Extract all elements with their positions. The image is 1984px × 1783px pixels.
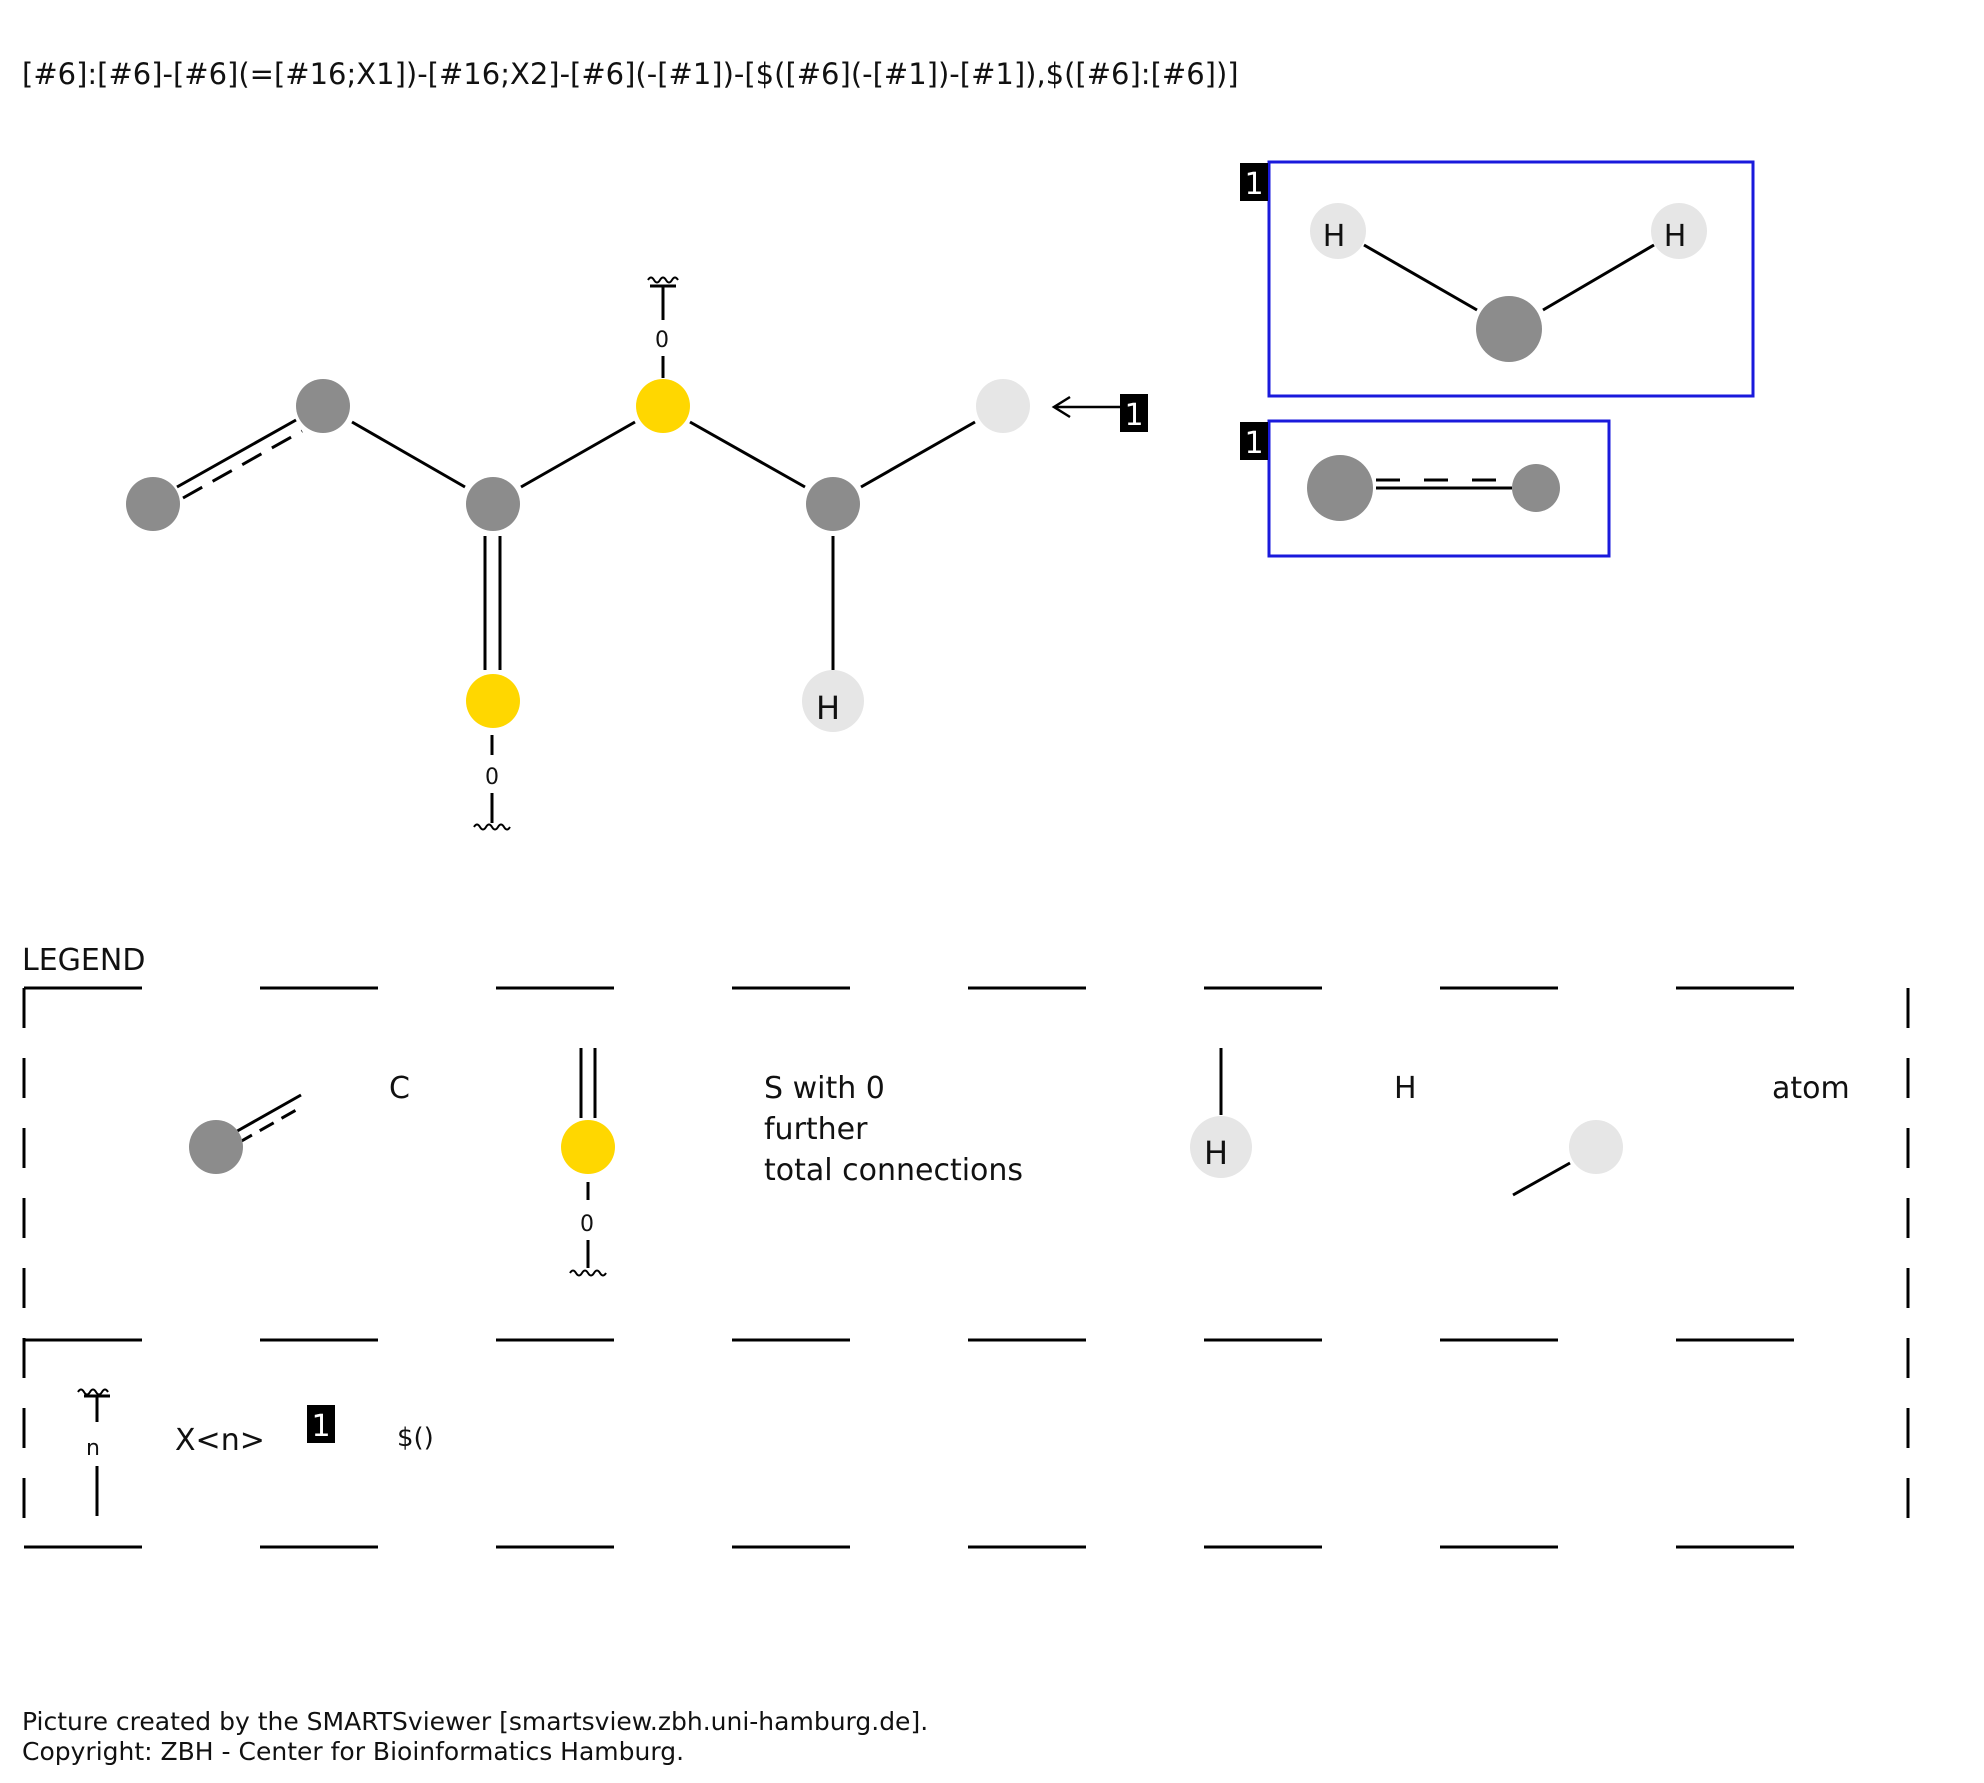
aromatic-carbon-atom <box>296 379 350 433</box>
legend-aromatic-carbon-label: C <box>389 1071 410 1106</box>
aromatic-carbon-atom <box>126 477 180 531</box>
aromatic-carbon-atom <box>189 1120 243 1174</box>
single-bond <box>860 420 976 489</box>
recursive-marker-box <box>1120 394 1148 432</box>
recursive-box-frame <box>1267 419 1611 558</box>
legend-hydrogen-label: H <box>1394 1071 1417 1106</box>
legend-title: LEGEND <box>22 943 145 978</box>
smarts-string: [#6]:[#6]-[#6](=[#16;X1])-[#16;X2]-[#6](… <box>22 57 1239 91</box>
legend-sulfur-label-line: S with 0 <box>764 1071 885 1106</box>
legend-frame <box>22 986 1910 1549</box>
hydrogen-atom-label: H <box>1323 219 1346 254</box>
single-bond <box>689 420 806 489</box>
recursive-box-marker-label: 1 <box>1244 426 1263 461</box>
legend-row-2: n X<n> 1 $() <box>77 1388 434 1516</box>
legend-sulfur-label-line: total connections <box>764 1153 1023 1188</box>
arrowhead-icon <box>1051 395 1071 419</box>
molecule <box>176 276 1120 831</box>
legend-connections-label: X<n> <box>175 1423 265 1458</box>
legend-sulfur-label: S with 0 further total connections <box>764 1071 1023 1188</box>
single-bond <box>1363 243 1478 312</box>
wavy-line-icon <box>647 276 679 284</box>
carbon-atom <box>1476 296 1542 362</box>
single-bond <box>351 420 466 489</box>
hydrogen-atom-label: H <box>1664 219 1687 254</box>
legend-generic-atom-label: atom <box>1772 1071 1850 1106</box>
recursive-box-marker-label: 1 <box>1244 167 1263 202</box>
carbon-atom <box>806 477 860 531</box>
sulfur-atom <box>636 379 690 433</box>
single-bond <box>1542 243 1655 312</box>
hydrogen-atom <box>1190 1116 1252 1178</box>
aromatic-bond-dashed <box>182 429 303 500</box>
legend-row-1: C 0 S with 0 further total connections H… <box>189 1048 1850 1277</box>
recursive-box-frame <box>1267 160 1755 398</box>
footer-line-2: Copyright: ZBH - Center for Bioinformati… <box>22 1737 684 1766</box>
aromatic-bond-dashed <box>237 1107 299 1145</box>
connection-count-top: 0 <box>655 328 669 353</box>
aromatic-bond-solid <box>231 1093 302 1136</box>
footer-line-1: Picture created by the SMARTSviewer [sma… <box>22 1707 928 1736</box>
single-bond <box>1512 1161 1571 1197</box>
recursive-box-marker <box>1240 422 1268 460</box>
hydrogen-atom <box>802 670 864 732</box>
thione-sulfur-atom <box>466 674 520 728</box>
legend-sulfur-label-line: further <box>764 1112 868 1147</box>
hydrogen-atom <box>1651 203 1707 259</box>
sulfur-atom <box>561 1120 615 1174</box>
recursive-box-2: 1 <box>1240 419 1611 558</box>
single-bond <box>520 420 636 489</box>
legend-connections-symbol: n <box>86 1436 100 1461</box>
recursive-marker-label: 1 <box>1124 398 1143 433</box>
wavy-line-icon <box>473 823 511 831</box>
legend-recursive-label: $() <box>397 1423 434 1453</box>
wavy-line-icon <box>569 1269 607 1277</box>
connection-count-bottom: 0 <box>485 765 499 790</box>
recursive-box-marker <box>1240 163 1268 201</box>
legend-recursive-marker: 1 <box>311 1409 330 1444</box>
legend-sulfur-count: 0 <box>580 1212 594 1237</box>
recursive-box-1: 1 H H <box>1240 160 1755 398</box>
atoms <box>126 379 1030 732</box>
aromatic-carbon-atom <box>1512 464 1560 512</box>
hydrogen-atom <box>1310 203 1366 259</box>
hydrogen-atom-label: H <box>816 689 840 727</box>
legend-recursive-marker-box <box>307 1405 335 1443</box>
recursive-atom <box>976 379 1030 433</box>
legend-hydrogen-symbol: H <box>1204 1134 1228 1172</box>
wavy-line-icon <box>77 1388 109 1396</box>
carbon-atom <box>466 477 520 531</box>
generic-atom <box>1569 1120 1623 1174</box>
aromatic-carbon-atom <box>1307 455 1373 521</box>
aromatic-bond-solid <box>176 418 297 489</box>
